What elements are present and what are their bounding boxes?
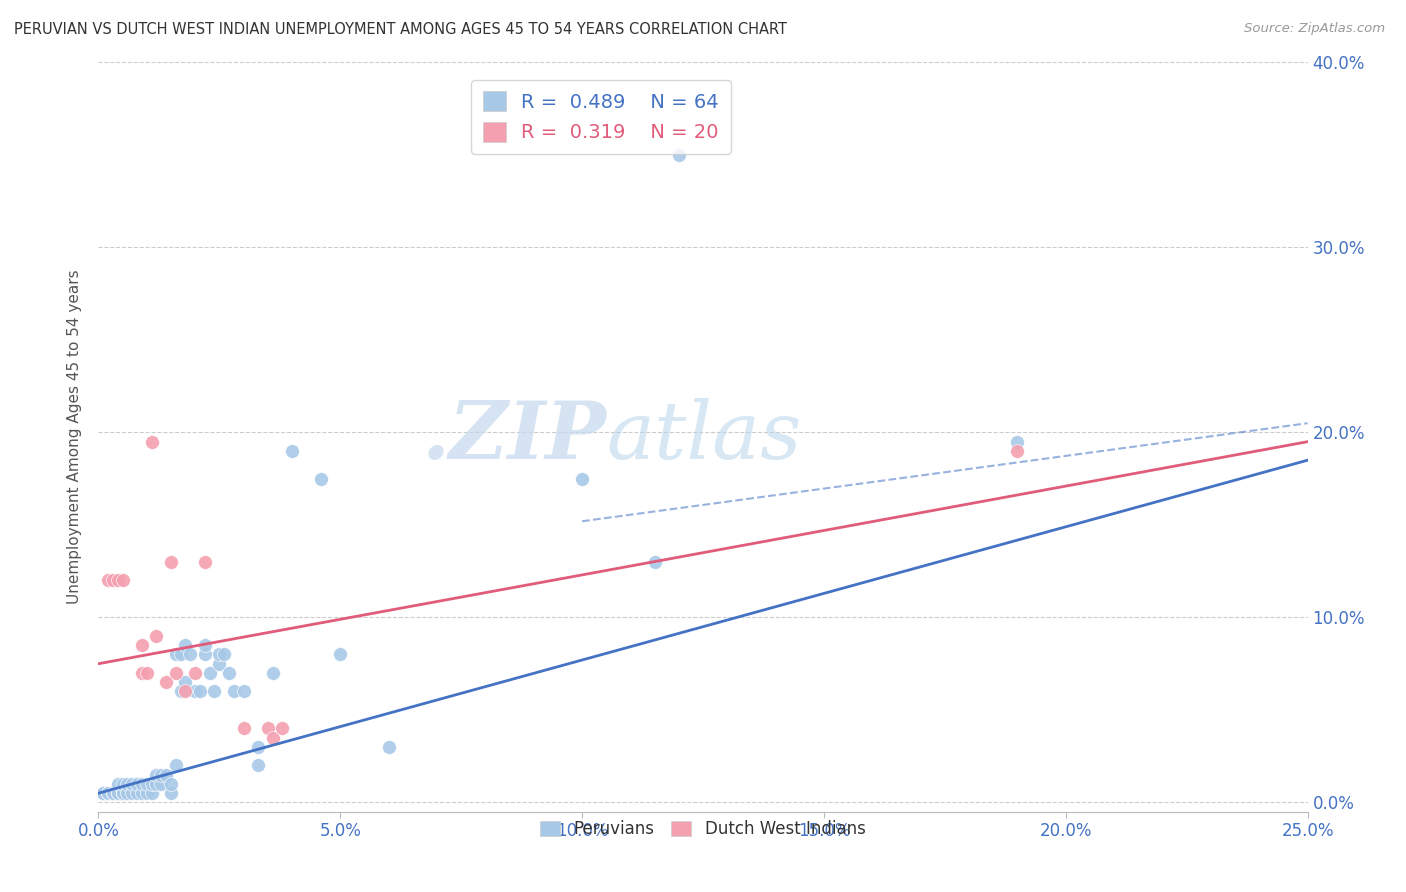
Point — [222, 684, 245, 698]
Point — [232, 722, 254, 736]
Point — [135, 777, 157, 791]
Point — [218, 665, 240, 680]
Legend: Peruvians, Dutch West Indians: Peruvians, Dutch West Indians — [534, 814, 872, 845]
Point — [145, 777, 167, 791]
Point — [668, 148, 690, 162]
Point — [117, 777, 139, 791]
Point — [97, 786, 120, 800]
Point — [208, 657, 231, 671]
Point — [232, 684, 254, 698]
Point — [141, 777, 163, 791]
Point — [262, 731, 284, 745]
Point — [145, 768, 167, 782]
Point — [141, 786, 163, 800]
Point — [111, 777, 134, 791]
Point — [117, 786, 139, 800]
Point — [1007, 444, 1029, 458]
Point — [644, 555, 666, 569]
Point — [107, 574, 129, 588]
Point — [97, 786, 120, 800]
Point — [135, 786, 157, 800]
Point — [256, 722, 278, 736]
Point — [101, 786, 124, 800]
Point — [145, 629, 167, 643]
Point — [212, 648, 235, 662]
Point — [121, 777, 143, 791]
Point — [247, 758, 270, 772]
Point — [169, 648, 191, 662]
Point — [131, 777, 153, 791]
Point — [165, 665, 187, 680]
Text: atlas: atlas — [606, 399, 801, 475]
Point — [281, 444, 304, 458]
Point — [194, 555, 217, 569]
Point — [97, 574, 120, 588]
Text: Source: ZipAtlas.com: Source: ZipAtlas.com — [1244, 22, 1385, 36]
Point — [141, 434, 163, 449]
Point — [91, 786, 114, 800]
Point — [127, 777, 149, 791]
Point — [262, 665, 284, 680]
Point — [160, 555, 183, 569]
Text: PERUVIAN VS DUTCH WEST INDIAN UNEMPLOYMENT AMONG AGES 45 TO 54 YEARS CORRELATION: PERUVIAN VS DUTCH WEST INDIAN UNEMPLOYME… — [14, 22, 787, 37]
Point — [150, 777, 173, 791]
Point — [247, 739, 270, 754]
Point — [184, 684, 207, 698]
Point — [194, 638, 217, 652]
Point — [121, 786, 143, 800]
Point — [165, 758, 187, 772]
Point — [204, 684, 226, 698]
Point — [174, 638, 197, 652]
Point — [208, 648, 231, 662]
Point — [184, 665, 207, 680]
Point — [1007, 434, 1029, 449]
Point — [155, 675, 177, 690]
Point — [107, 786, 129, 800]
Point — [111, 786, 134, 800]
Point — [194, 648, 217, 662]
Point — [107, 786, 129, 800]
Point — [131, 638, 153, 652]
Point — [174, 684, 197, 698]
Point — [101, 786, 124, 800]
Point — [111, 786, 134, 800]
Point — [271, 722, 294, 736]
Point — [131, 665, 153, 680]
Point — [150, 768, 173, 782]
Point — [135, 665, 157, 680]
Point — [111, 786, 134, 800]
Point — [131, 786, 153, 800]
Point — [160, 777, 183, 791]
Point — [329, 648, 352, 662]
Y-axis label: Unemployment Among Ages 45 to 54 years: Unemployment Among Ages 45 to 54 years — [67, 269, 83, 605]
Point — [165, 648, 187, 662]
Text: .ZIP: .ZIP — [422, 399, 606, 475]
Point — [188, 684, 211, 698]
Point — [309, 472, 332, 486]
Point — [155, 768, 177, 782]
Point — [91, 786, 114, 800]
Point — [97, 786, 120, 800]
Point — [160, 786, 183, 800]
Point — [179, 648, 201, 662]
Point — [174, 675, 197, 690]
Point — [571, 472, 593, 486]
Point — [111, 574, 134, 588]
Point — [198, 665, 221, 680]
Point — [169, 684, 191, 698]
Point — [127, 786, 149, 800]
Point — [101, 574, 124, 588]
Point — [377, 739, 399, 754]
Point — [101, 786, 124, 800]
Point — [107, 777, 129, 791]
